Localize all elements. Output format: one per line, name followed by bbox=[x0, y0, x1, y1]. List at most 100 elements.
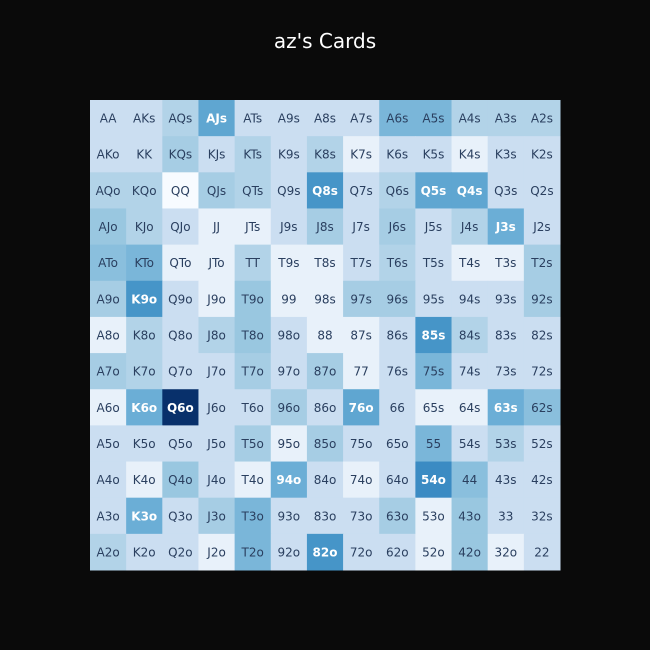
cell-label: 87s bbox=[350, 329, 372, 343]
cell-label: J2s bbox=[532, 220, 550, 234]
chart-title: az's Cards bbox=[273, 29, 377, 53]
heatmap-cell bbox=[523, 280, 561, 318]
heatmap-cell bbox=[306, 533, 344, 571]
heatmap-cell bbox=[234, 316, 272, 354]
heatmap-cell bbox=[415, 353, 453, 390]
heatmap-cell bbox=[523, 172, 561, 209]
cell-label: Q5o bbox=[168, 437, 192, 451]
heatmap-cell bbox=[379, 533, 416, 571]
cell-label: 85s bbox=[422, 329, 446, 343]
heatmap-cell bbox=[234, 425, 272, 463]
cell-label: 32o bbox=[494, 545, 517, 559]
heatmap-cell bbox=[415, 172, 453, 209]
cell-label: K7s bbox=[350, 148, 372, 162]
heatmap-cell bbox=[198, 208, 236, 246]
cell-label: Q7o bbox=[168, 365, 192, 379]
cell-label: K6s bbox=[386, 148, 408, 162]
cell-label: 74s bbox=[459, 365, 481, 379]
cell-label: 53s bbox=[495, 437, 517, 451]
heatmap-cell bbox=[234, 100, 272, 137]
heatmap-cell bbox=[198, 280, 236, 318]
cell-label: K8s bbox=[314, 148, 336, 162]
cell-label: 99 bbox=[281, 292, 296, 306]
cell-label: KJo bbox=[135, 220, 154, 234]
heatmap-cell bbox=[306, 353, 344, 390]
cell-label: K4s bbox=[459, 148, 481, 162]
cell-label: KTs bbox=[243, 148, 262, 162]
heatmap-cell bbox=[415, 280, 453, 318]
heatmap-cell bbox=[90, 353, 127, 390]
heatmap-cell bbox=[234, 461, 272, 499]
heatmap-cell bbox=[126, 172, 163, 209]
heatmap-cell bbox=[198, 172, 236, 209]
heatmap-cell bbox=[379, 244, 416, 282]
heatmap-cell bbox=[126, 533, 163, 571]
heatmap-cell bbox=[306, 136, 344, 173]
heatmap-cell bbox=[162, 316, 199, 354]
cell-label: Q9o bbox=[168, 292, 192, 306]
heatmap-cell bbox=[126, 389, 163, 426]
heatmap-cell bbox=[198, 461, 236, 499]
heatmap-cell bbox=[90, 389, 127, 426]
heatmap-cell bbox=[487, 100, 525, 137]
cell-label: JTs bbox=[244, 220, 260, 234]
heatmap-cell bbox=[343, 389, 380, 426]
cell-label: T5o bbox=[241, 437, 264, 451]
cell-label: K2o bbox=[133, 545, 156, 559]
heatmap-cell bbox=[162, 389, 199, 426]
heatmap-cell bbox=[415, 533, 453, 571]
cell-label: AJs bbox=[206, 112, 227, 126]
heatmap-cell bbox=[415, 389, 453, 426]
cell-label: K3o bbox=[131, 509, 157, 523]
heatmap-cell bbox=[306, 461, 344, 499]
cell-label: 32s bbox=[531, 509, 553, 523]
heatmap-cell bbox=[451, 244, 489, 282]
cell-label: AQo bbox=[96, 184, 121, 198]
heatmap-cell bbox=[126, 100, 163, 137]
cell-label: 96s bbox=[387, 292, 409, 306]
cell-label: 66 bbox=[390, 401, 405, 415]
heatmap-cell bbox=[198, 533, 236, 571]
cell-label: 83s bbox=[495, 329, 517, 343]
heatmap-cell bbox=[451, 497, 489, 535]
cell-label: AKo bbox=[97, 148, 120, 162]
cell-label: 86o bbox=[314, 401, 337, 415]
heatmap-cell bbox=[90, 172, 127, 209]
heatmap-cell bbox=[379, 425, 416, 463]
cell-label: 95s bbox=[423, 292, 445, 306]
heatmap-cell bbox=[126, 497, 163, 535]
cell-label: Q5s bbox=[421, 184, 447, 198]
heatmap-cell bbox=[451, 533, 489, 571]
heatmap-cell bbox=[415, 136, 453, 173]
heatmap-cell bbox=[90, 461, 127, 499]
cell-label: ATs bbox=[243, 112, 262, 126]
heatmap-cell bbox=[234, 136, 272, 173]
cell-label: T3o bbox=[241, 509, 264, 523]
heatmap-cell bbox=[90, 100, 127, 137]
cell-label: A6s bbox=[386, 112, 408, 126]
cell-label: 98s bbox=[314, 292, 336, 306]
cell-label: A5o bbox=[96, 437, 119, 451]
cell-label: 63s bbox=[494, 401, 518, 415]
heatmap-cell bbox=[234, 244, 272, 282]
heatmap-cell bbox=[162, 425, 199, 463]
heatmap-cell bbox=[234, 353, 272, 390]
heatmap-cell bbox=[379, 208, 416, 246]
cell-label: Q2o bbox=[168, 545, 192, 559]
cell-label: JTo bbox=[207, 256, 224, 270]
heatmap-cell bbox=[343, 280, 380, 318]
cell-label: K8o bbox=[133, 329, 156, 343]
cell-label: 96o bbox=[278, 401, 301, 415]
heatmap-cell bbox=[343, 497, 380, 535]
cell-label: K6o bbox=[131, 401, 157, 415]
cell-label: 72s bbox=[531, 365, 553, 379]
cell-label: K3s bbox=[495, 148, 517, 162]
heatmap-cell bbox=[451, 353, 489, 390]
heatmap-cell bbox=[198, 244, 236, 282]
cell-label: 44 bbox=[462, 473, 477, 487]
heatmap-cell bbox=[90, 497, 127, 535]
cell-label: KK bbox=[136, 148, 153, 162]
cell-label: T6s bbox=[386, 256, 408, 270]
heatmap-cell bbox=[270, 353, 308, 390]
